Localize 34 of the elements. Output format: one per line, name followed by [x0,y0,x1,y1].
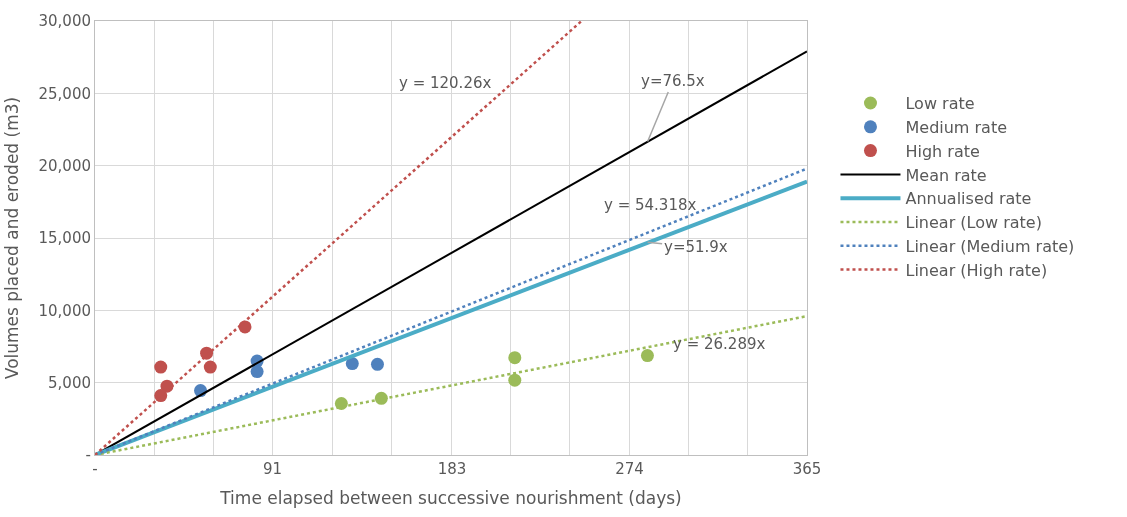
x-tick-label: 183 [437,460,467,478]
annotation: y=76.5x [641,72,705,90]
legend-label: Linear (Low rate) [905,213,1042,233]
legend-label: Linear (Medium rate) [905,237,1075,257]
point [203,360,217,374]
annotation: y = 120.26x [399,74,492,92]
y-tick-label: 20,000 [38,156,91,175]
legend-label: Annualised rate [905,189,1032,209]
y-tick-label: 10,000 [38,301,91,320]
legend-label: Medium rate [905,118,1008,138]
annotation: y = 26.289x [673,335,766,353]
legend-label: Linear (High rate) [905,260,1048,280]
annotation: y=51.9x [664,238,728,256]
x-tick-label: 91 [262,460,283,478]
point [154,360,168,374]
point [250,365,264,379]
y-tick-label: 5,000 [48,373,91,392]
legend-label: High rate [905,141,980,161]
point [508,373,522,387]
annotation: y = 54.318x [604,196,697,214]
x-tick-label: 365 [792,460,822,478]
point [345,357,359,371]
point [640,349,654,363]
x-tick-label: 274 [615,460,644,478]
y-tick-label: - [85,446,91,465]
point [370,357,384,371]
point [508,351,522,365]
legend-label: Low rate [905,94,975,114]
x-axis-title: Time elapsed between successive nourishment (days) [219,488,682,509]
legend-label: Mean rate [905,165,987,185]
y-tick-label: 30,000 [38,12,91,31]
y-tick-label: 25,000 [38,84,91,103]
y-tick-label: 15,000 [38,229,91,248]
y-axis-title: Volumes placed and eroded (m3) [2,96,23,380]
